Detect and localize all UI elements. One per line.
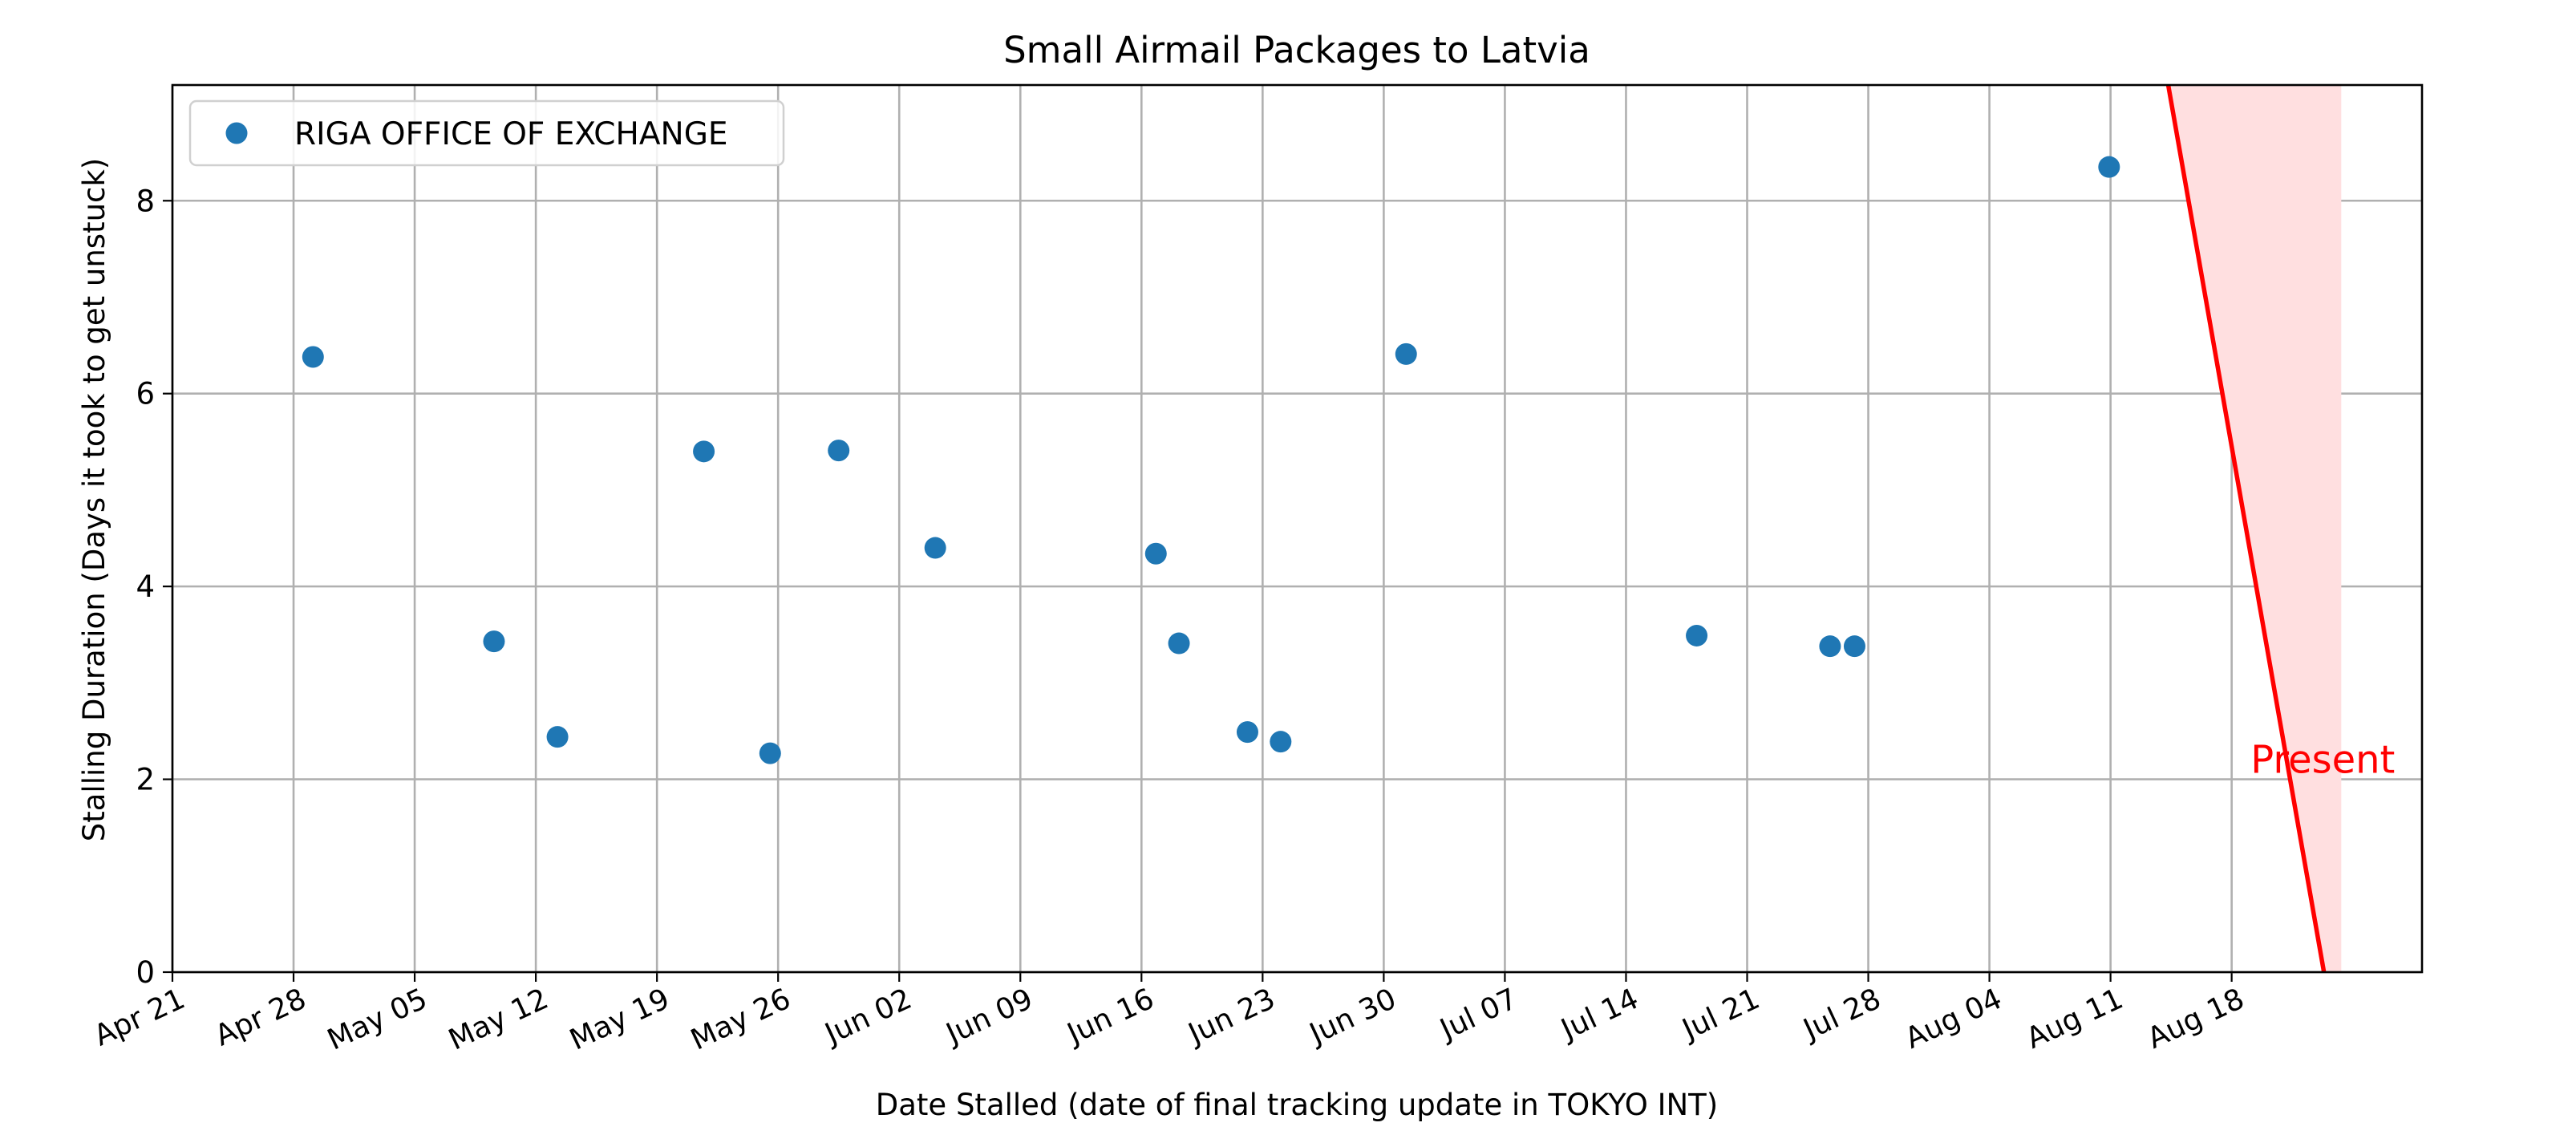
data-point [1236, 721, 1258, 744]
data-point [483, 630, 505, 653]
legend-label: RIGA OFFICE OF EXCHANGE [294, 116, 728, 152]
data-point [924, 537, 946, 559]
data-point [1395, 342, 1417, 365]
data-point [1819, 635, 1841, 658]
data-point [302, 346, 324, 368]
legend-box [188, 99, 785, 167]
data-point [828, 440, 850, 462]
data-point [1270, 731, 1292, 753]
data-point [1168, 632, 1190, 655]
data-point [1843, 635, 1865, 658]
present-label: Present [2250, 738, 2395, 783]
y-tick-label: 8 [136, 184, 155, 218]
axes-frame [171, 83, 2424, 974]
data-point [1144, 542, 1167, 565]
legend-marker [225, 122, 248, 144]
y-tick-label: 4 [136, 569, 155, 604]
data-point [759, 742, 781, 764]
y-tick-label: 0 [136, 955, 155, 990]
present-region [2168, 85, 2342, 972]
x-axis-label: Date Stalled (date of final tracking upd… [876, 1088, 1718, 1122]
data-point [1686, 624, 1708, 646]
y-tick-label: 6 [136, 377, 155, 411]
present-line [2165, 85, 2327, 972]
data-point [2098, 156, 2120, 178]
data-point [693, 440, 715, 463]
data-point [546, 726, 569, 748]
y-axis-label: Stalling Duration (Days it took to get u… [77, 158, 111, 841]
y-tick-label: 2 [136, 763, 155, 797]
chart-title: Small Airmail Packages to Latvia [1003, 29, 1590, 71]
